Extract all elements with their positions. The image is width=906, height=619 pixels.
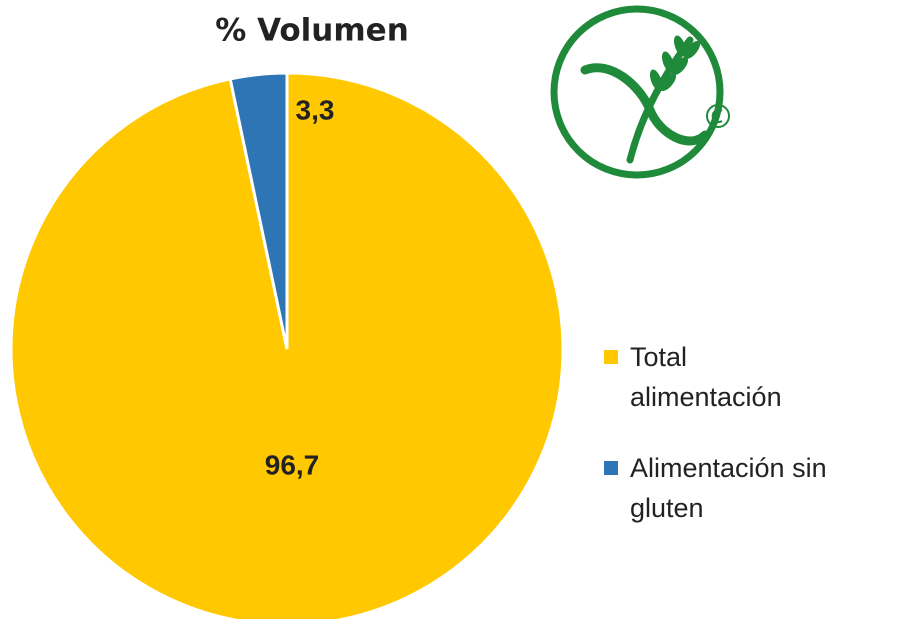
pie-slice [9,71,565,619]
legend-swatch [604,461,618,475]
legend-label: Total alimentación [630,342,782,412]
chart-title: % Volumen [215,13,409,49]
data-label: 96,7 [265,449,320,480]
legend-swatch [604,350,618,364]
legend-label: Alimentación sin gluten [630,453,827,523]
gluten-free-logo [550,5,730,179]
legend-item: Alimentación sin gluten [604,448,845,528]
legend-item: Total alimentación [604,337,845,417]
data-label: 3,3 [296,94,335,125]
pie-slice [228,71,289,350]
pie [9,71,565,619]
